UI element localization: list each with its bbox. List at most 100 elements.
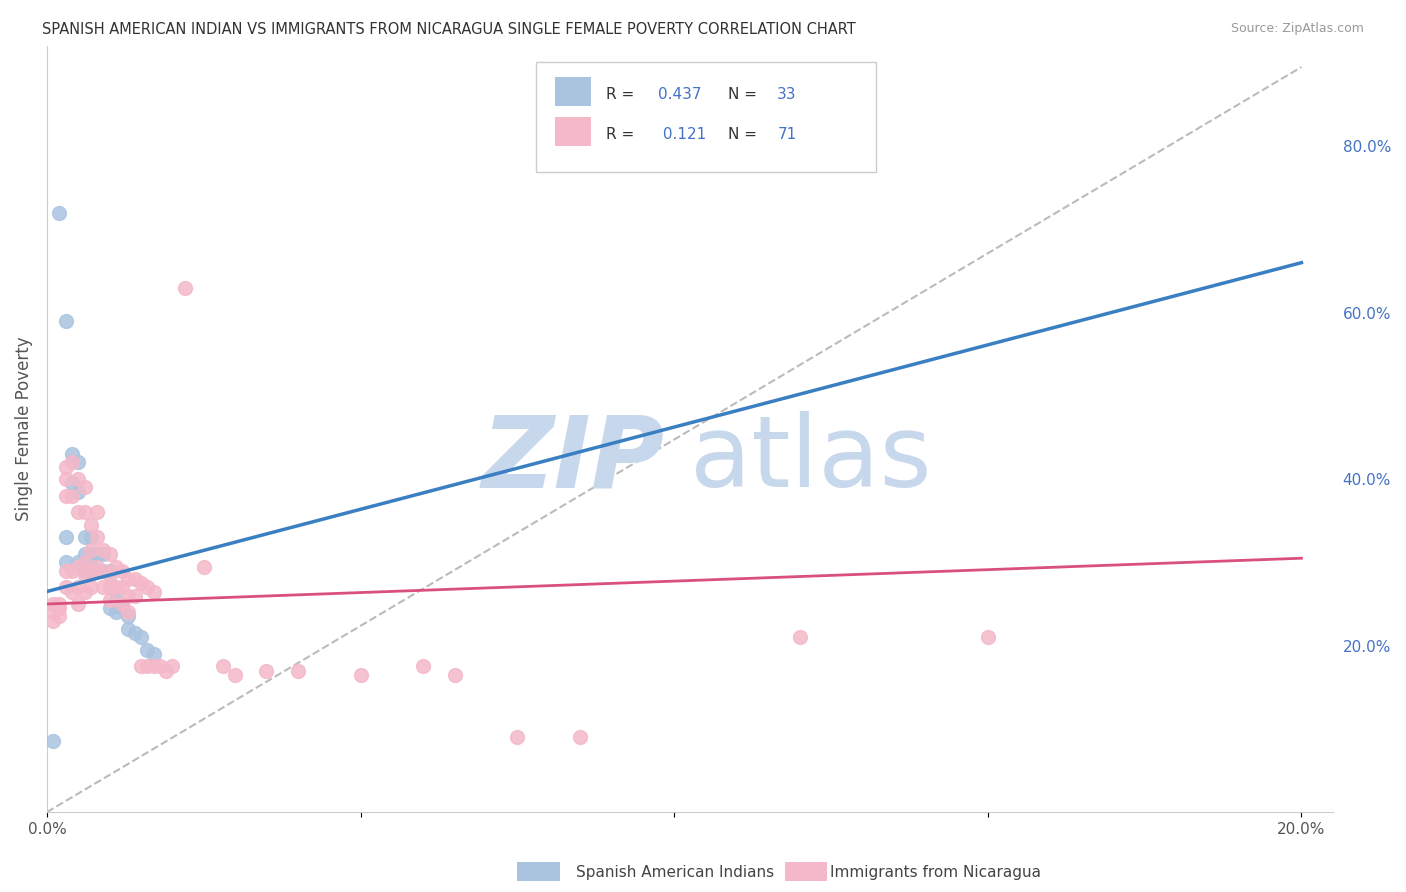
Point — [60, 447, 83, 461]
Point — [117, 605, 139, 619]
Point — [111, 580, 134, 594]
FancyBboxPatch shape — [555, 77, 591, 106]
Point — [104, 592, 127, 607]
Point — [117, 622, 139, 636]
Text: ZIP: ZIP — [481, 411, 664, 508]
Text: 0.121: 0.121 — [658, 127, 706, 142]
Point — [93, 564, 115, 578]
FancyBboxPatch shape — [555, 117, 591, 145]
Text: N =: N = — [728, 127, 762, 142]
Point — [73, 555, 96, 569]
Point — [136, 642, 159, 657]
Point — [412, 659, 434, 673]
Point — [60, 455, 83, 469]
Point — [98, 567, 121, 582]
Point — [537, 122, 560, 136]
Text: SPANISH AMERICAN INDIAN VS IMMIGRANTS FROM NICARAGUA SINGLE FEMALE POVERTY CORRE: SPANISH AMERICAN INDIAN VS IMMIGRANTS FR… — [42, 22, 856, 37]
Point — [80, 547, 103, 561]
Point — [162, 659, 184, 673]
Point — [129, 630, 152, 644]
Point — [86, 530, 108, 544]
Point — [136, 580, 159, 594]
Point — [349, 667, 371, 681]
Point — [48, 597, 70, 611]
Point — [111, 564, 134, 578]
Point — [93, 564, 115, 578]
Text: Immigrants from Nicaragua: Immigrants from Nicaragua — [830, 865, 1040, 880]
Point — [73, 547, 96, 561]
Point — [124, 626, 146, 640]
Point — [93, 547, 115, 561]
Point — [48, 609, 70, 624]
Point — [80, 517, 103, 532]
Point — [55, 530, 77, 544]
Point — [117, 589, 139, 603]
Point — [104, 605, 127, 619]
Point — [67, 555, 90, 569]
Point — [80, 559, 103, 574]
Point — [136, 659, 159, 673]
Point — [73, 564, 96, 578]
Point — [60, 584, 83, 599]
Point — [506, 730, 529, 744]
Point — [60, 564, 83, 578]
Point — [129, 659, 152, 673]
Y-axis label: Single Female Poverty: Single Female Poverty — [15, 337, 32, 522]
Point — [104, 559, 127, 574]
Point — [42, 614, 65, 628]
Point — [73, 584, 96, 599]
Point — [67, 597, 90, 611]
Point — [98, 580, 121, 594]
Point — [55, 580, 77, 594]
Point — [67, 559, 90, 574]
Point — [80, 530, 103, 544]
Point — [86, 547, 108, 561]
Point — [117, 609, 139, 624]
Text: N =: N = — [728, 87, 762, 102]
Point — [55, 314, 77, 328]
Text: 71: 71 — [778, 127, 797, 142]
Point — [254, 664, 277, 678]
Point — [129, 576, 152, 591]
Point — [80, 564, 103, 578]
Point — [93, 542, 115, 557]
Text: atlas: atlas — [690, 411, 931, 508]
Point — [86, 505, 108, 519]
Point — [73, 505, 96, 519]
Point — [142, 659, 165, 673]
Point — [287, 664, 309, 678]
Point — [67, 472, 90, 486]
Point — [86, 559, 108, 574]
Point — [48, 601, 70, 615]
Point — [48, 205, 70, 219]
Point — [124, 572, 146, 586]
Text: R =: R = — [606, 87, 640, 102]
Point — [67, 505, 90, 519]
Point — [42, 605, 65, 619]
Point — [55, 555, 77, 569]
Point — [111, 601, 134, 615]
Point — [98, 564, 121, 578]
Point — [569, 730, 592, 744]
Text: 33: 33 — [778, 87, 797, 102]
Point — [80, 542, 103, 557]
Text: Source: ZipAtlas.com: Source: ZipAtlas.com — [1230, 22, 1364, 36]
Point — [55, 472, 77, 486]
Text: R =: R = — [606, 127, 640, 142]
Point — [55, 564, 77, 578]
Point — [73, 480, 96, 494]
Point — [211, 659, 233, 673]
Text: 0.437: 0.437 — [658, 87, 702, 102]
Point — [98, 592, 121, 607]
Point — [117, 572, 139, 586]
Point — [104, 580, 127, 594]
Point — [60, 489, 83, 503]
Point — [193, 559, 215, 574]
Point — [42, 734, 65, 748]
Point — [142, 584, 165, 599]
Point — [60, 476, 83, 491]
Point — [98, 580, 121, 594]
Point — [55, 459, 77, 474]
Point — [789, 630, 811, 644]
Point — [67, 484, 90, 499]
